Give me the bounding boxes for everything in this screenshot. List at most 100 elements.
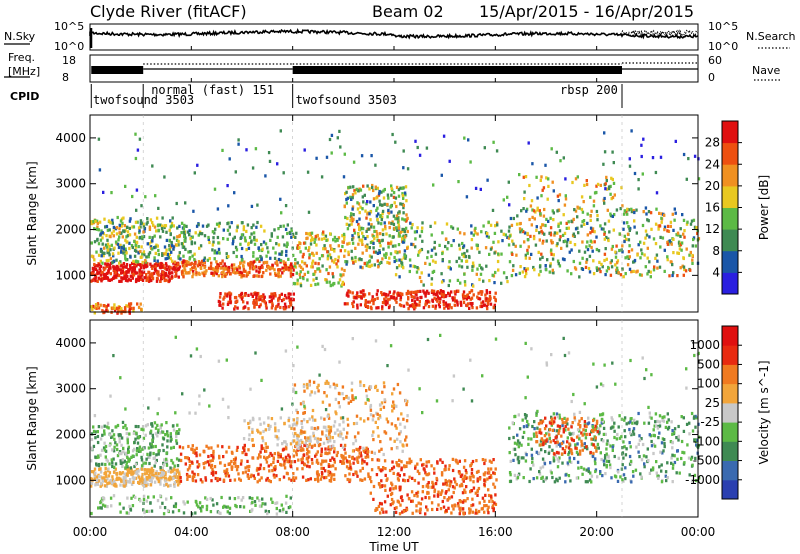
data-cell — [399, 298, 402, 302]
data-cell — [268, 159, 272, 163]
data-cell — [538, 265, 542, 269]
data-cell — [494, 270, 497, 275]
data-cell — [168, 243, 171, 248]
data-cell — [100, 249, 103, 254]
data-cell — [434, 304, 437, 308]
data-cell — [116, 215, 119, 220]
data-cell — [640, 252, 644, 256]
data-cell — [255, 274, 259, 278]
data-cell — [456, 502, 460, 506]
data-cell — [382, 292, 386, 296]
data-cell — [421, 226, 424, 230]
data-cell — [465, 297, 469, 301]
data-cell — [686, 443, 689, 447]
data-cell — [569, 240, 572, 244]
data-cell — [123, 275, 126, 279]
data-cell — [142, 222, 145, 226]
data-cell — [400, 260, 403, 265]
data-cell — [217, 274, 220, 278]
data-cell — [340, 455, 344, 459]
cpid-segment-label: twofsound 3503 — [296, 93, 397, 107]
data-cell — [578, 261, 582, 265]
data-cell — [601, 265, 604, 269]
data-cell — [97, 253, 101, 257]
data-cell — [381, 293, 384, 297]
data-cell — [387, 293, 390, 297]
data-cell — [461, 252, 464, 256]
data-cell — [582, 200, 585, 204]
data-cell — [607, 187, 611, 191]
data-cell — [141, 472, 144, 477]
data-cell — [302, 241, 306, 245]
data-cell — [258, 417, 261, 421]
data-cell — [377, 466, 380, 470]
data-cell — [574, 209, 578, 213]
data-cell — [109, 433, 112, 437]
data-cell — [442, 279, 445, 283]
data-cell — [510, 274, 514, 278]
data-cell — [127, 447, 130, 451]
data-cell — [458, 484, 462, 488]
data-cell — [394, 217, 397, 221]
data-cell — [285, 494, 288, 498]
data-cell — [145, 278, 148, 282]
data-cell — [470, 468, 474, 472]
data-cell — [661, 236, 665, 240]
data-cell — [392, 471, 395, 475]
data-cell — [155, 279, 159, 283]
data-cell — [605, 175, 608, 179]
data-cell — [553, 231, 557, 235]
data-cell — [485, 305, 489, 309]
data-cell — [682, 273, 685, 277]
data-cell — [383, 459, 387, 463]
data-cell — [296, 437, 299, 441]
data-cell — [269, 256, 272, 260]
data-cell — [102, 190, 105, 194]
data-cell — [229, 292, 233, 296]
data-cell — [97, 271, 100, 275]
data-cell — [171, 271, 174, 275]
data-cell — [101, 236, 104, 240]
data-cell — [237, 472, 240, 476]
data-cell — [628, 267, 632, 271]
data-cell — [630, 270, 633, 274]
data-cell — [374, 163, 377, 167]
data-cell — [328, 280, 331, 284]
data-cell — [351, 258, 354, 262]
data-cell — [352, 422, 356, 426]
data-cell — [101, 231, 104, 235]
data-cell — [108, 443, 111, 448]
data-cell — [199, 266, 203, 270]
data-cell — [465, 471, 468, 475]
data-cell — [364, 301, 367, 305]
data-cell — [403, 228, 406, 232]
data-cell — [120, 479, 123, 483]
data-cell — [380, 222, 383, 226]
data-cell — [95, 478, 99, 482]
data-cell — [424, 512, 427, 516]
data-cell — [628, 228, 631, 232]
data-cell — [132, 273, 136, 277]
data-cell — [370, 263, 373, 267]
data-cell — [211, 248, 214, 252]
data-cell — [441, 290, 445, 294]
data-cell — [356, 303, 359, 307]
data-cell — [441, 231, 444, 235]
data-cell — [119, 433, 122, 437]
data-cell — [383, 297, 386, 301]
data-cell — [652, 268, 656, 272]
data-cell — [370, 225, 373, 229]
data-cell — [272, 296, 275, 300]
data-cell — [161, 501, 164, 505]
data-cell — [343, 447, 346, 451]
data-cell — [115, 484, 118, 488]
data-cell — [101, 462, 104, 466]
data-cell — [494, 291, 497, 295]
data-cell — [451, 468, 455, 473]
data-cell — [125, 431, 128, 436]
data-cell — [366, 235, 369, 239]
data-cell — [346, 477, 349, 482]
data-cell — [223, 469, 226, 473]
data-cell — [121, 249, 125, 253]
data-cell — [136, 447, 139, 451]
